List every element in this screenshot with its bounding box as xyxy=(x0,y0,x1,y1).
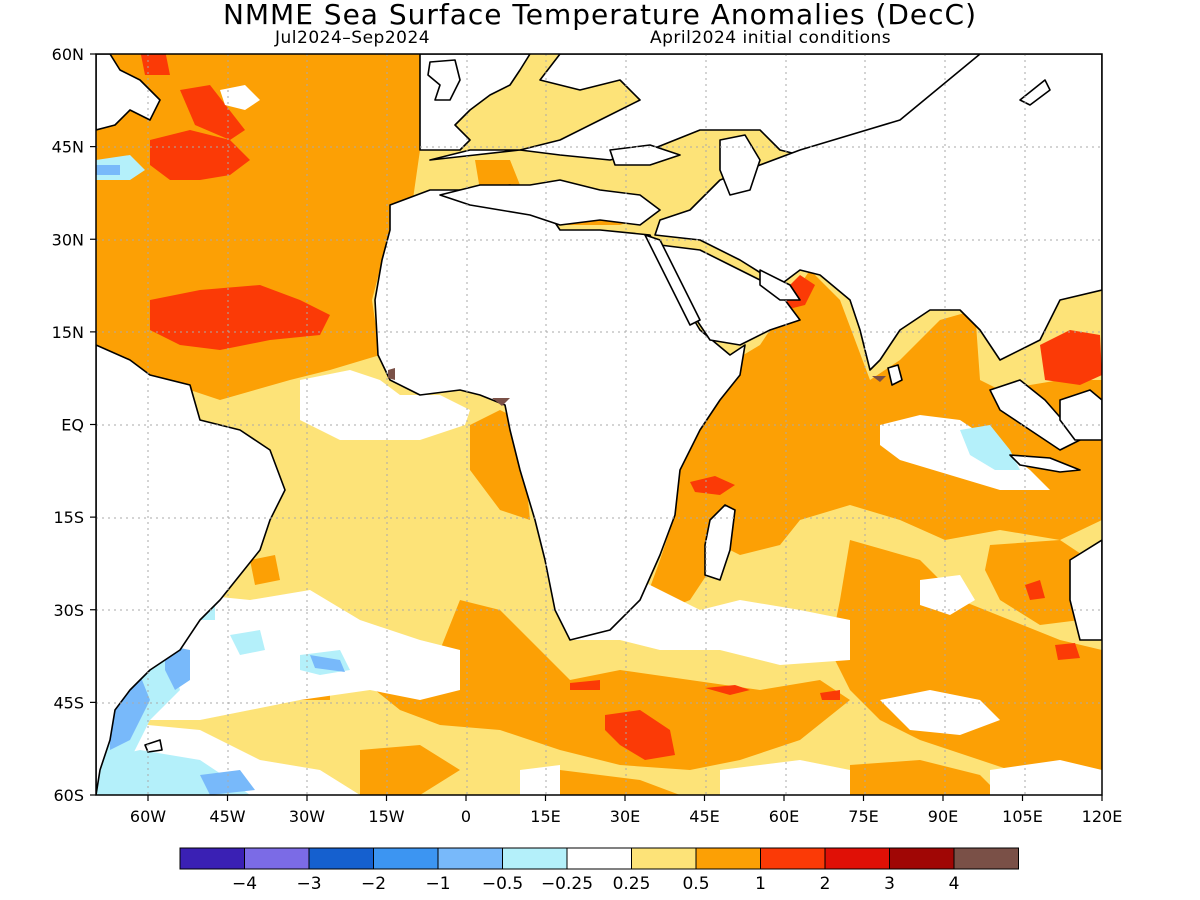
longitude-axis: 60W 45W 30W 15W 0 15E 30E 45E 60E 75E 90E 105E 120E xyxy=(130,795,1122,826)
lat-label: 60S xyxy=(53,786,84,805)
caspian-sea xyxy=(719,134,761,196)
strong-warm-regions xyxy=(140,54,1102,760)
continents xyxy=(96,54,1102,795)
colorbar-swatch xyxy=(889,847,955,870)
colorbar-label: −0.5 xyxy=(482,874,523,894)
extreme-warm-spots xyxy=(388,368,886,406)
lon-label: 90E xyxy=(928,807,958,826)
colorbar-swatch xyxy=(631,847,697,870)
indochina-sumatra xyxy=(989,379,1081,451)
north-america-coast xyxy=(96,54,161,131)
colorbar-swatch xyxy=(308,847,374,870)
persian-gulf xyxy=(759,269,801,301)
colorbar-swatch xyxy=(760,847,826,870)
south-america xyxy=(96,344,286,795)
lon-label: 15E xyxy=(530,807,560,826)
colorbar-label: −2 xyxy=(361,874,386,894)
colorbar-swatch xyxy=(244,847,310,870)
lon-label: 120E xyxy=(1082,807,1123,826)
black-sea xyxy=(609,144,681,166)
lat-label: 45N xyxy=(52,138,84,157)
arabia-asia xyxy=(654,54,1102,371)
colorbar-swatch xyxy=(437,847,503,870)
anomaly-field xyxy=(96,54,1102,795)
lat-label: 45S xyxy=(53,693,84,712)
madagascar xyxy=(704,504,736,581)
initial-conditions: April2024 initial conditions xyxy=(650,28,892,48)
sri-lanka xyxy=(887,364,903,386)
colorbar-swatch xyxy=(373,847,439,870)
colorbar-label: 2 xyxy=(820,874,831,894)
lat-label: 30N xyxy=(52,230,84,249)
lon-label: 105E xyxy=(1002,807,1043,826)
map-title: NMME Sea Surface Temperature Anomalies (… xyxy=(222,0,978,31)
lon-label: 45E xyxy=(689,807,719,826)
lat-label: EQ xyxy=(61,416,84,435)
lon-label: 60E xyxy=(769,807,799,826)
japan xyxy=(1019,79,1051,106)
colorbar-swatch xyxy=(824,847,890,870)
australia xyxy=(1069,539,1102,641)
java xyxy=(1009,454,1081,473)
colorbar-swatch xyxy=(179,847,245,870)
colorbar-label: −3 xyxy=(296,874,321,894)
forecast-period: Jul2024–Sep2024 xyxy=(275,28,431,48)
lat-label: 15S xyxy=(53,508,84,527)
colorbar-swatch xyxy=(566,847,632,870)
lat-label: 30S xyxy=(53,601,84,620)
lon-label: 30E xyxy=(610,807,640,826)
colorbar-swatch xyxy=(695,847,761,870)
africa xyxy=(374,184,746,641)
colorbar-swatch xyxy=(502,847,568,870)
colorbar-label: −1 xyxy=(425,874,450,894)
lon-label: 30W xyxy=(289,807,325,826)
lat-label: 15N xyxy=(52,323,84,342)
colorbar-label: 4 xyxy=(949,874,960,894)
borneo xyxy=(1059,389,1102,441)
colorbar-label: −0.25 xyxy=(541,874,593,894)
lon-label: 0 xyxy=(461,807,471,826)
colorbar-label: 0.25 xyxy=(613,874,651,894)
lon-label: 60W xyxy=(130,807,166,826)
falklands xyxy=(144,739,163,753)
red-sea xyxy=(644,234,701,326)
colorbar-label: −4 xyxy=(232,874,257,894)
lon-label: 75E xyxy=(848,807,878,826)
colorbar: −4 −3 −2 −1 −0.5 −0.25 0.25 0.5 1 2 3 4 xyxy=(179,847,1019,894)
lat-label: 60N xyxy=(52,45,84,64)
lon-label: 15W xyxy=(368,807,404,826)
colorbar-label: 0.5 xyxy=(682,874,709,894)
colorbar-label: 3 xyxy=(884,874,895,894)
colorbar-label: 1 xyxy=(755,874,766,894)
british-isles xyxy=(427,59,461,101)
colorbar-swatch xyxy=(953,847,1019,870)
lon-label: 45W xyxy=(209,807,245,826)
latitude-axis: 60N 45N 30N 15N EQ 15S 30S 45S 60S xyxy=(52,45,96,805)
mediterranean xyxy=(439,179,661,226)
